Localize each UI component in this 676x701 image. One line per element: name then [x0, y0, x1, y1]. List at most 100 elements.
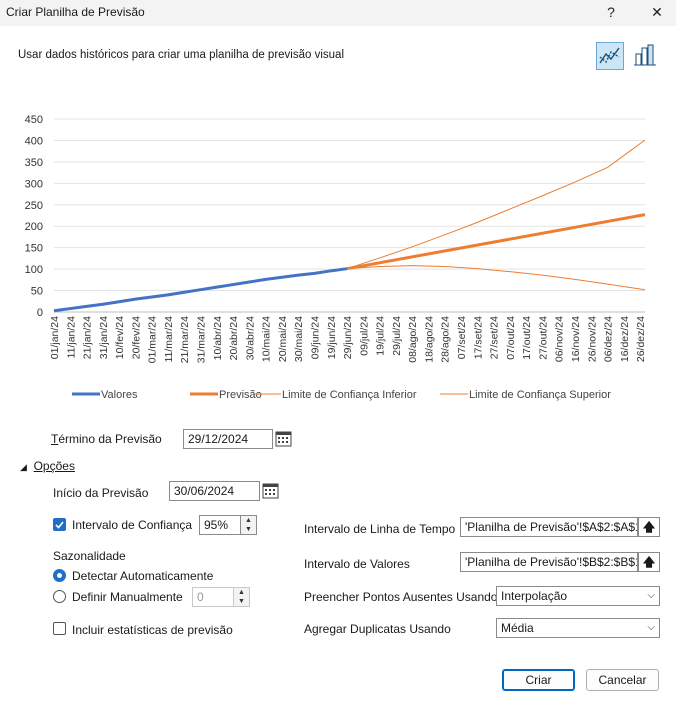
estatisticas-checkbox[interactable] [53, 622, 66, 635]
x-tick-label: 20/fev/24 [130, 316, 142, 359]
arrow-up-icon: 🡅 [642, 520, 656, 534]
x-tick-label: 07/out/24 [505, 316, 517, 360]
linha-tempo-collapse-button[interactable]: 🡅 [638, 517, 660, 537]
line-chart-icon [599, 47, 620, 64]
forecast-chart: 0 50 100 150 200 250 300 350 400 450 01/jan/24 11/… [25, 114, 647, 401]
estatisticas-label: Incluir estatísticas de previsão [72, 623, 233, 637]
intervalo-confianca-label: Intervalo de Confiança [72, 518, 193, 532]
y-tick-label: 350 [25, 157, 43, 169]
valores-label: Intervalo de Valores [304, 557, 410, 571]
x-tick-label: 01/jan/24 [49, 316, 61, 359]
intervalo-confianca-spinner[interactable]: ▲ ▼ [241, 515, 257, 535]
help-button[interactable]: ? [607, 4, 615, 20]
y-tick-label: 300 [25, 178, 43, 190]
preencher-label: Preencher Pontos Ausentes Usando [304, 590, 498, 604]
sazonalidade-label: Sazonalidade [53, 549, 126, 563]
window-title: Criar Planilha de Previsão [6, 5, 145, 19]
x-tick-label: 26/nov/24 [586, 316, 598, 362]
definir-spinner[interactable]: ▲ ▼ [234, 587, 250, 607]
detectar-label: Detectar Automaticamente [72, 569, 214, 583]
x-tick-label: 10/abr/24 [212, 316, 224, 361]
spin-up-icon[interactable]: ▲ [245, 517, 252, 524]
valores-collapse-button[interactable]: 🡅 [638, 552, 660, 572]
y-tick-label: 150 [25, 243, 43, 255]
x-tick-label: 09/jun/24 [309, 316, 321, 359]
y-tick-label: 50 [31, 286, 43, 298]
x-tick-label: 27/out/24 [537, 316, 549, 360]
valores-input[interactable]: 'Planilha de Previsão'!$B$2:$B$18 [460, 552, 638, 572]
definir-input[interactable]: 0 [192, 587, 234, 607]
detectar-radio[interactable] [53, 569, 66, 582]
x-tick-label: 20/abr/24 [228, 316, 240, 361]
x-tick-label: 31/mar/24 [196, 316, 208, 363]
x-tick-label: 17/set/24 [472, 316, 484, 359]
definir-label: Definir Manualmente [72, 590, 183, 604]
termino-label-text: érmino da Previsão [58, 432, 162, 446]
x-tick-label: 10/fev/24 [114, 316, 126, 359]
x-tick-label: 28/ago/24 [440, 316, 452, 363]
y-tick-label: 0 [37, 307, 43, 319]
legend-label: Limite de Confiança Superior [469, 389, 611, 401]
close-button[interactable]: ✕ [651, 4, 663, 20]
opcoes-label: Opções [33, 459, 75, 473]
agregar-select[interactable]: Média ⌵ [496, 618, 660, 638]
x-tick-label: 10/mai/24 [261, 316, 273, 362]
column-chart-icon [634, 44, 656, 66]
x-tick-label: 16/nov/24 [570, 316, 582, 362]
x-tick-label: 17/out/24 [521, 316, 533, 360]
agregar-label: Agregar Duplicatas Usando [304, 622, 451, 636]
x-tick-label: 30/mai/24 [293, 316, 305, 362]
x-tick-label: 30/abr/24 [244, 316, 256, 361]
x-tick-label: 29/jun/24 [342, 316, 354, 359]
linha-tempo-label: Intervalo de Linha de Tempo [304, 522, 456, 536]
cancelar-button[interactable]: Cancelar [586, 669, 659, 691]
x-tick-label: 06/nov/24 [554, 316, 566, 362]
inicio-calendar-button[interactable] [261, 481, 281, 501]
x-tick-label: 20/mai/24 [277, 316, 289, 362]
series-line [53, 267, 348, 313]
inicio-input[interactable]: 30/06/2024 [169, 481, 260, 501]
x-tick-label: 07/set/24 [456, 316, 468, 359]
termino-calendar-button[interactable] [274, 429, 294, 449]
y-tick-label: 200 [25, 221, 43, 233]
termino-input[interactable]: 29/12/2024 [183, 429, 273, 449]
preencher-value: Interpolação [501, 589, 568, 603]
opcoes-toggle[interactable]: ◢ Opções [20, 459, 75, 473]
x-tick-label: 09/jul/24 [358, 316, 370, 356]
x-tick-label: 06/dez/24 [603, 316, 615, 362]
y-tick-label: 450 [25, 114, 43, 126]
legend-label: Limite de Confiança Inferior [282, 389, 417, 401]
x-tick-label: 29/jul/24 [391, 316, 403, 356]
checkmark-icon [55, 521, 64, 529]
column-chart-option[interactable] [632, 42, 660, 70]
criar-button[interactable]: Criar [502, 669, 575, 691]
inicio-label: Início da Previsão [53, 486, 149, 500]
calendar-icon [262, 483, 279, 499]
series-line [346, 139, 646, 270]
preencher-select[interactable]: Interpolação ⌵ [496, 586, 660, 606]
spin-up-icon[interactable]: ▲ [238, 589, 245, 596]
x-tick-label: 26/dez/24 [635, 316, 647, 362]
x-tick-label: 08/ago/24 [407, 316, 419, 363]
collapse-triangle-icon: ◢ [20, 462, 27, 472]
x-tick-label: 11/jan/24 [65, 316, 77, 359]
intervalo-confianca-input[interactable]: 95% [199, 515, 241, 535]
calendar-icon [275, 431, 292, 447]
termino-label: Término da Previsão [51, 432, 162, 446]
dialog-subtitle: Usar dados históricos para criar uma pla… [18, 49, 344, 61]
intervalo-confianca-checkbox[interactable] [53, 518, 66, 531]
spin-down-icon[interactable]: ▼ [245, 526, 252, 533]
x-tick-label: 18/ago/24 [423, 316, 435, 363]
spin-down-icon[interactable]: ▼ [238, 598, 245, 605]
line-chart-option[interactable] [596, 42, 624, 70]
chevron-down-icon: ⌵ [647, 622, 655, 633]
x-tick-label: 27/set/24 [489, 316, 501, 359]
definir-radio[interactable] [53, 590, 66, 603]
x-tick-label: 21/mar/24 [179, 316, 191, 363]
x-tick-label: 31/jan/24 [98, 316, 110, 359]
chevron-down-icon: ⌵ [647, 590, 655, 601]
x-tick-label: 11/mar/24 [163, 316, 175, 363]
y-tick-label: 400 [25, 135, 43, 147]
linha-tempo-input[interactable]: 'Planilha de Previsão'!$A$2:$A$18 [460, 517, 638, 537]
agregar-value: Média [501, 621, 534, 635]
